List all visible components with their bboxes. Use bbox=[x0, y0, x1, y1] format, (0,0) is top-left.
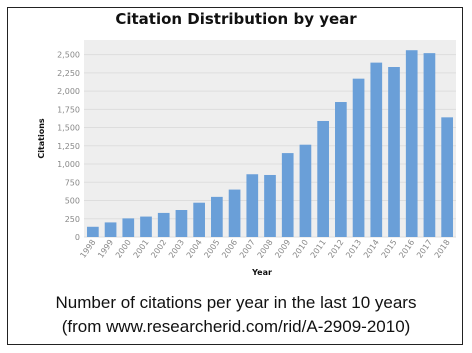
x-tick-label: 2006 bbox=[220, 238, 239, 260]
bar-2006 bbox=[228, 189, 241, 237]
bar-2000 bbox=[122, 218, 135, 237]
y-tick-label: 2,000 bbox=[57, 87, 80, 96]
y-tick-label: 2,250 bbox=[57, 69, 80, 78]
x-tick-label: 1998 bbox=[78, 238, 97, 260]
x-tick-label: 2003 bbox=[167, 238, 186, 260]
y-tick-label: 750 bbox=[65, 178, 80, 187]
y-tick-label: 1,500 bbox=[57, 124, 80, 133]
bar-1999 bbox=[104, 222, 117, 237]
x-tick-label: 2008 bbox=[256, 238, 275, 260]
y-axis-label: Citations bbox=[37, 118, 46, 159]
bar-2013 bbox=[352, 78, 365, 237]
x-tick-label: 2011 bbox=[309, 238, 328, 260]
x-tick-label: 2013 bbox=[344, 238, 363, 260]
x-tick-label: 2018 bbox=[433, 238, 452, 260]
y-tick-label: 250 bbox=[65, 215, 80, 224]
bar-2015 bbox=[388, 66, 400, 237]
x-tick-label: 2009 bbox=[273, 238, 292, 260]
y-tick-label: 500 bbox=[65, 197, 80, 206]
bar-2018 bbox=[441, 117, 453, 237]
x-tick-label: 2010 bbox=[291, 238, 310, 260]
x-tick-label: 2002 bbox=[149, 238, 168, 260]
x-tick-label: 2000 bbox=[114, 238, 133, 260]
bar-1998 bbox=[87, 226, 99, 237]
x-tick-label: 2014 bbox=[362, 238, 381, 260]
bar-2009 bbox=[281, 153, 294, 237]
x-tick-label: 2005 bbox=[202, 238, 221, 260]
x-tick-label: 2017 bbox=[415, 238, 434, 260]
bar-2003 bbox=[175, 210, 188, 237]
y-tick-label: 1,000 bbox=[57, 160, 80, 169]
x-tick-label: 2015 bbox=[380, 238, 399, 260]
chart-title: Citation Distribution by year bbox=[115, 10, 357, 28]
bar-2012 bbox=[335, 102, 347, 237]
bar-2016 bbox=[405, 50, 418, 237]
bar-2011 bbox=[317, 120, 329, 237]
bar-2005 bbox=[211, 196, 223, 237]
bar-2007 bbox=[246, 174, 259, 237]
bar-2002 bbox=[157, 212, 170, 237]
bar-2001 bbox=[140, 216, 152, 237]
caption-line-2: (from www.researcherid.com/rid/A-2909-20… bbox=[61, 317, 411, 336]
citation-bar-chart: 0 250 500 750 1,000 1,250 1,500 1,750 2,000 2,250… bbox=[37, 40, 456, 277]
x-tick-label: 2004 bbox=[185, 238, 204, 260]
x-axis-label: Year bbox=[251, 268, 272, 277]
x-tick-label: 1999 bbox=[96, 238, 115, 260]
y-tick-label: 1,750 bbox=[57, 105, 80, 114]
x-tick-label: 2016 bbox=[397, 238, 416, 260]
y-tick-label: 0 bbox=[75, 233, 80, 242]
bar-2010 bbox=[299, 144, 312, 237]
x-tick-label: 2007 bbox=[238, 238, 257, 260]
y-tick-label: 2,500 bbox=[57, 51, 80, 60]
bar-2004 bbox=[193, 202, 205, 237]
bar-2008 bbox=[264, 174, 276, 237]
caption-line-1: Number of citations per year in the last… bbox=[55, 293, 417, 312]
x-tick-label: 2012 bbox=[326, 238, 345, 260]
bar-2014 bbox=[370, 62, 383, 238]
bar-2017 bbox=[423, 53, 436, 238]
x-tick-label: 2001 bbox=[132, 238, 151, 260]
y-tick-label: 1,250 bbox=[57, 142, 80, 151]
